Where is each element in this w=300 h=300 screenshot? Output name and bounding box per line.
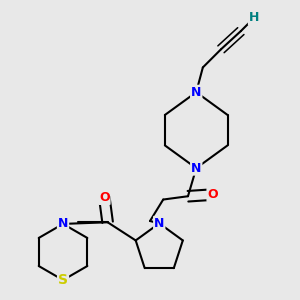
Text: N: N <box>58 218 68 230</box>
Text: H: H <box>249 11 259 24</box>
Text: N: N <box>191 162 201 175</box>
Text: O: O <box>99 191 110 204</box>
Text: O: O <box>207 188 218 201</box>
Text: N: N <box>191 86 201 99</box>
Text: N: N <box>154 217 164 230</box>
Text: S: S <box>58 273 68 287</box>
